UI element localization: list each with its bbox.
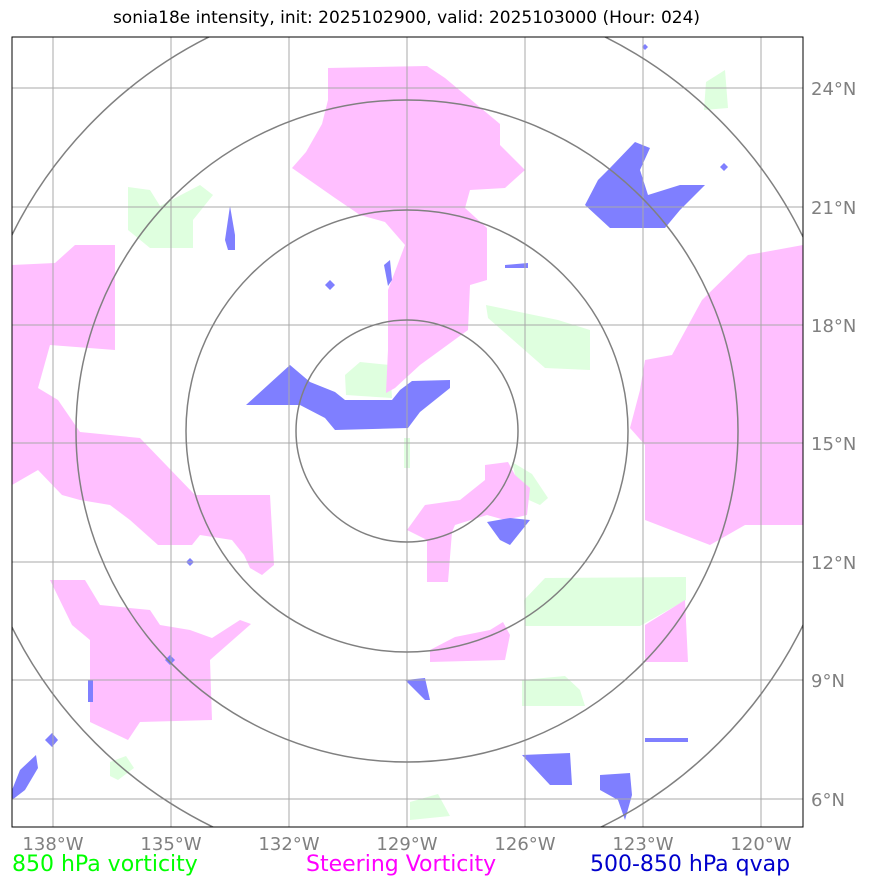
lat-tick-labels: 24°N 21°N 18°N 15°N 12°N 9°N 6°N <box>811 79 856 811</box>
lon-tick-label: 123°W <box>612 834 673 855</box>
lon-tick-label: 138°W <box>22 834 83 855</box>
lon-tick-label: 132°W <box>258 834 319 855</box>
lon-tick-label: 120°W <box>730 834 791 855</box>
lat-tick-label: 18°N <box>811 316 856 337</box>
range-rings <box>12 37 803 827</box>
magenta-vorticity-regions <box>12 66 803 740</box>
legend-qvap: 500-850 hPa qvap <box>590 852 791 877</box>
lon-tick-label: 129°W <box>376 834 437 855</box>
lat-tick-label: 24°N <box>811 79 856 100</box>
legend-steering-vorticity: Steering Vorticity <box>306 852 497 877</box>
lon-tick-labels: 138°W 135°W 132°W 129°W 126°W 123°W 120°… <box>22 834 791 855</box>
lat-tick-label: 15°N <box>811 434 856 455</box>
lon-tick-label: 135°W <box>140 834 201 855</box>
legend-850-vorticity: 850 hPa vorticity <box>12 852 198 877</box>
green-vorticity-regions <box>110 70 728 820</box>
lon-tick-label: 126°W <box>494 834 555 855</box>
lat-tick-label: 21°N <box>811 198 856 219</box>
lat-tick-label: 6°N <box>811 790 845 811</box>
lat-tick-label: 12°N <box>811 553 856 574</box>
map-frame <box>11 36 804 828</box>
lat-tick-label: 9°N <box>811 671 845 692</box>
map-title: sonia18e intensity, init: 2025102900, va… <box>112 8 701 28</box>
